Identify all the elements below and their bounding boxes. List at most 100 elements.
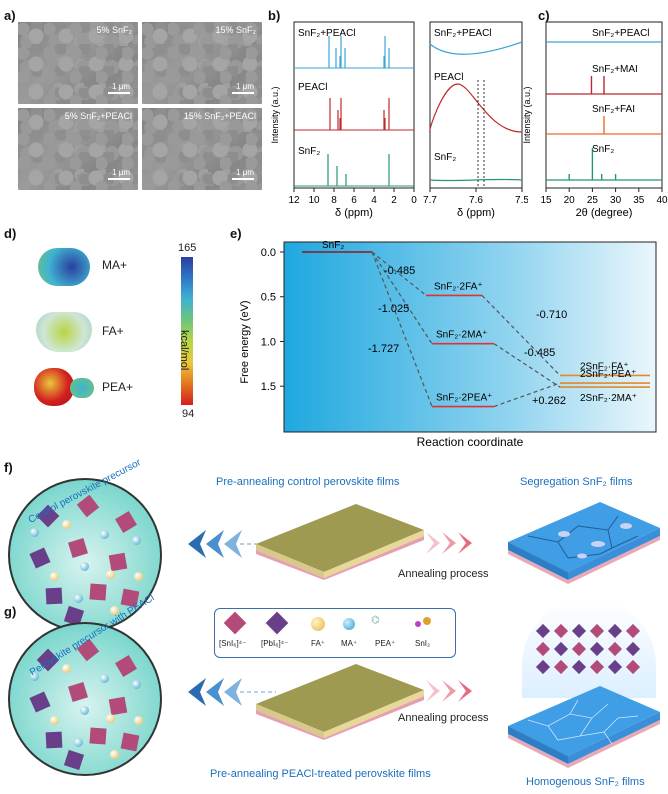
xrd-xticks: 15 20 25 30 35 40 [540,188,668,206]
lattice-octahedron [553,641,569,657]
cation-ball-icon [80,706,89,715]
energy-level-label: 2SnF₂·2MA⁺ [580,393,637,404]
panel-label-b: b) [268,8,281,23]
homogeneous-film [508,686,660,768]
energy-level-label: SnF₂·2MA⁺ [436,330,487,341]
energy-plot-area [283,241,657,433]
fa-ball-icon [311,617,325,631]
cation-ball-icon [106,714,115,723]
cation-ball-icon [62,520,71,529]
colorbar-min: 94 [182,408,195,420]
sem-image-5pct-peacl: 5% SnF₂+PEACl 1 μm [18,108,138,190]
energy-yticks: 0.0 0.5 1.0 1.5 [261,247,284,393]
octahedron-icon [68,538,88,558]
sem-label: 15% SnF₂ [215,25,256,35]
energy-marks: SnF₂ SnF₂·2FA⁺ SnF₂·2MA⁺ SnF₂·2PEA⁺ 2SnF₂·FA… [302,240,650,408]
ma-esp-molecule [38,248,90,286]
legend-label: MA⁺ [341,639,358,648]
legend-label: [PbI₆]⁴⁻ [261,639,289,648]
sem-label: 5% SnF₂+PEACl [64,111,132,121]
x-tick-label: 10 [308,195,320,206]
sem-image-15pct: 15% SnF₂ 1 μm [142,22,262,104]
xrd-series-label: SnF₂+MAI [592,64,638,75]
pre-annealing-peacl-caption: Pre-annealing PEACl-treated perovskite f… [210,768,431,780]
nmr-zoom-label: PEACl [434,72,463,83]
legend-box: [SnI₆]⁴⁻ [PbI₆]⁴⁻ FA⁺ MA⁺ ⌬ PEA⁺ SnI₂ [214,608,456,658]
scale-label: 1 μm [112,82,130,91]
lattice-octahedron [589,623,605,639]
cation-ball-icon [74,594,83,603]
ma-label: MA+ [102,258,128,272]
lattice-octahedron [571,641,587,657]
lattice-octahedron [607,623,623,639]
lattice-octahedron [589,659,605,675]
crystal-lattice [535,623,641,675]
y-tick-label: 0.5 [261,292,276,304]
arrows-right-f [426,532,472,554]
pea-molecule-icon: ⌬ [371,615,380,626]
xrd-ylabel: Intensity (a.u.) [522,86,532,143]
nmr-zoom-curve [429,178,523,182]
scale-label: 1 μm [112,168,130,177]
fa-esp-molecule [36,312,92,352]
cation-ball-icon [134,716,143,725]
energy-annotation: -0.485 [384,265,415,277]
cation-ball-icon [132,536,141,545]
nmr-zoom-xticks: 7.7 7.6 7.5 [423,188,528,206]
legend-label: FA⁺ [311,639,326,648]
legend-label: PEA⁺ [375,639,396,648]
energy-level-label: SnF₂·2FA⁺ [434,281,483,292]
segregation-film [508,502,660,584]
energy-level-label: SnF₂ [322,240,344,251]
cation-ball-icon [110,606,119,615]
nmr-full-frame [293,21,415,189]
x-tick-label: 15 [540,195,552,206]
energy-connector [371,251,427,296]
nmr-zoom-series [429,41,523,182]
cation-ball-icon [62,664,71,673]
y-tick-label: 1.5 [261,381,276,393]
legend-label: [SnI₆]⁴⁻ [219,639,247,648]
x-tick-label: 7.5 [515,195,528,206]
energy-connector [493,343,561,388]
panel-label-g: g) [4,604,17,619]
octahedron-icon [120,732,140,752]
annealing-process-f: Annealing process [398,568,489,580]
annealing-process-g: Annealing process [398,712,489,724]
octahedron-icon [115,655,137,677]
energy-connector [371,251,433,345]
pre-annealing-control-caption: Pre-annealing control perovskite films [216,476,400,488]
segregation-caption: Segregation SnF₂ films [520,476,633,488]
panel-label-c: c) [538,8,550,23]
sni6-icon [223,611,247,635]
lattice-octahedron [589,641,605,657]
scale-label: 1 μm [236,168,254,177]
x-tick-label: 7.7 [423,195,437,206]
pea-esp-ring [34,368,74,406]
energy-level-label: 2SnF₂·PEA⁺ [580,369,636,380]
sem-label: 15% SnF₂+PEACl [183,111,256,121]
control-film [256,504,424,580]
octahedron-icon [108,696,128,716]
x-tick-label: 6 [351,195,357,206]
cation-ball-icon [132,680,141,689]
lattice-octahedron [571,623,587,639]
x-tick-label: 12 [288,195,300,206]
energy-chart: Free energy (eV) 0.0 0.5 1.0 1.5 Reaction c… [239,240,657,449]
lattice-octahedron [625,659,641,675]
lattice-octahedron [553,659,569,675]
cation-ball-icon [100,530,109,539]
nmr-zoom-label: SnF₂ [434,152,456,163]
pbi6-icon [265,611,289,635]
ma-ball-icon [343,618,355,630]
nmr-ylabel: Intensity (a.u.) [270,86,280,143]
homogenous-caption: Homogenous SnF₂ films [526,776,645,788]
octahedron-icon [89,727,107,745]
nmr-zoom-label: SnF₂+PEACl [434,28,492,39]
octahedron-icon [45,587,63,605]
x-tick-label: 25 [587,195,599,206]
xrd-frame [545,21,663,189]
lattice-octahedron [625,623,641,639]
lattice-octahedron [607,641,623,657]
nmr-zoom-curve [429,41,523,55]
